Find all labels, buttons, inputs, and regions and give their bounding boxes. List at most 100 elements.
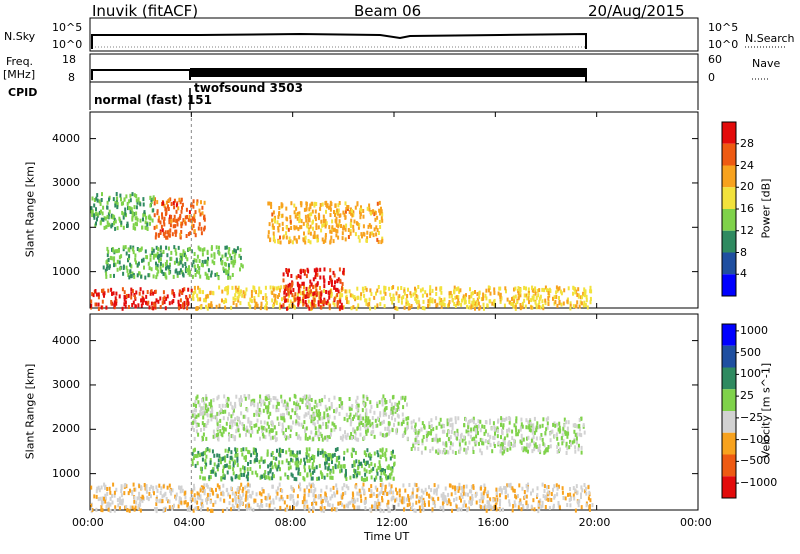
heatmap-cell bbox=[265, 428, 268, 433]
heatmap-cell bbox=[237, 425, 240, 430]
heatmap-cell bbox=[298, 211, 301, 216]
heatmap-cell bbox=[319, 286, 321, 290]
heatmap-cell bbox=[289, 286, 292, 291]
heatmap-cell bbox=[435, 488, 438, 493]
heatmap-cell bbox=[281, 412, 284, 417]
heatmap-cell bbox=[530, 298, 533, 303]
heatmap-cell bbox=[355, 399, 358, 404]
heatmap-cell bbox=[335, 407, 338, 412]
heatmap-cell bbox=[294, 406, 297, 411]
heatmap-cell bbox=[203, 450, 206, 455]
heatmap-cell bbox=[577, 503, 580, 508]
heatmap-cell bbox=[246, 489, 249, 494]
heatmap-cell bbox=[206, 447, 209, 452]
heatmap-cell bbox=[281, 460, 284, 465]
heatmap-cell bbox=[534, 300, 537, 305]
heatmap-cell bbox=[557, 287, 560, 292]
heatmap-cell bbox=[495, 487, 498, 492]
heatmap-cell bbox=[457, 488, 460, 493]
heatmap-cell bbox=[482, 441, 485, 446]
heatmap-cell bbox=[443, 429, 446, 434]
heatmap-cell bbox=[555, 295, 558, 299]
heatmap-cell bbox=[220, 257, 222, 262]
heatmap-cell bbox=[385, 457, 388, 462]
colorbar-tick-label: 4 bbox=[740, 267, 747, 281]
heatmap-cell bbox=[360, 461, 363, 466]
heatmap-cell bbox=[553, 295, 556, 300]
x-tick-label: 16:00 bbox=[477, 516, 510, 529]
heatmap-cell bbox=[430, 424, 433, 429]
heatmap-cell bbox=[180, 221, 183, 226]
heatmap-cell bbox=[341, 286, 343, 291]
heatmap-cell bbox=[585, 503, 588, 508]
heatmap-cell bbox=[466, 304, 468, 309]
heatmap-cell bbox=[179, 268, 182, 273]
heatmap-cell bbox=[351, 293, 354, 298]
heatmap-cell bbox=[453, 285, 456, 290]
heatmap-cell bbox=[397, 298, 400, 303]
heatmap-cell bbox=[379, 454, 382, 459]
heatmap-cell bbox=[588, 507, 591, 512]
heatmap-cell bbox=[124, 505, 127, 510]
heatmap-cell bbox=[379, 501, 382, 506]
heatmap-cell bbox=[162, 297, 165, 302]
heatmap-cell bbox=[139, 497, 142, 502]
heatmap-cell bbox=[516, 300, 519, 305]
heatmap-cell bbox=[439, 505, 442, 510]
heatmap-cell bbox=[398, 294, 401, 299]
heatmap-cell bbox=[90, 209, 93, 214]
heatmap-cell bbox=[201, 498, 204, 503]
heatmap-cell bbox=[271, 298, 274, 303]
heatmap-cell bbox=[460, 434, 463, 438]
heatmap-cell bbox=[143, 210, 146, 215]
heatmap-cell bbox=[356, 286, 359, 291]
heatmap-cell bbox=[437, 448, 440, 453]
heatmap-cell bbox=[546, 425, 549, 430]
heatmap-cell bbox=[104, 493, 107, 498]
heatmap-cell bbox=[384, 451, 387, 456]
heatmap-cell bbox=[167, 204, 169, 209]
heatmap-cell bbox=[116, 205, 119, 210]
heatmap-cell bbox=[437, 496, 440, 501]
heatmap-cell bbox=[152, 274, 155, 279]
heatmap-cell bbox=[171, 506, 174, 511]
heatmap-cell bbox=[287, 406, 290, 410]
heatmap-cell bbox=[168, 217, 171, 222]
heatmap-cell bbox=[344, 215, 347, 220]
heatmap-cell bbox=[236, 246, 239, 251]
heatmap-cell bbox=[291, 452, 293, 457]
heatmap-cell bbox=[576, 300, 579, 305]
y-tick-label: 2000 bbox=[52, 220, 80, 234]
heatmap-cell bbox=[394, 306, 397, 310]
heatmap-cell bbox=[289, 425, 292, 430]
heatmap-cell bbox=[384, 291, 387, 296]
heatmap-cell bbox=[194, 233, 197, 238]
heatmap-cell bbox=[115, 199, 118, 204]
heatmap-cell bbox=[589, 300, 592, 305]
heatmap-cell bbox=[188, 265, 190, 270]
heatmap-cell bbox=[541, 423, 544, 428]
heatmap-cell bbox=[218, 303, 221, 308]
heatmap-cell bbox=[382, 419, 385, 424]
x-tick-label: 04:00 bbox=[173, 516, 206, 529]
heatmap-cell bbox=[440, 290, 443, 295]
heatmap-cell bbox=[246, 408, 249, 413]
heatmap-cell bbox=[312, 482, 314, 487]
heatmap-cell bbox=[275, 301, 278, 305]
heatmap-cell bbox=[155, 224, 158, 229]
heatmap-cell bbox=[324, 404, 327, 409]
heatmap-cell bbox=[124, 245, 127, 250]
heatmap-cell bbox=[135, 194, 138, 199]
heatmap-cell bbox=[470, 502, 473, 506]
heatmap-cell bbox=[289, 494, 292, 499]
heatmap-cell bbox=[529, 421, 532, 426]
heatmap-cell bbox=[139, 247, 142, 252]
heatmap-cell bbox=[197, 422, 200, 427]
heatmap-cell bbox=[373, 227, 376, 232]
heatmap-cell bbox=[203, 488, 206, 493]
heatmap-cell bbox=[326, 456, 329, 461]
heatmap-cell bbox=[201, 457, 204, 462]
heatmap-cell bbox=[112, 291, 115, 296]
heatmap-cell bbox=[267, 475, 270, 480]
heatmap-cell bbox=[403, 305, 406, 310]
